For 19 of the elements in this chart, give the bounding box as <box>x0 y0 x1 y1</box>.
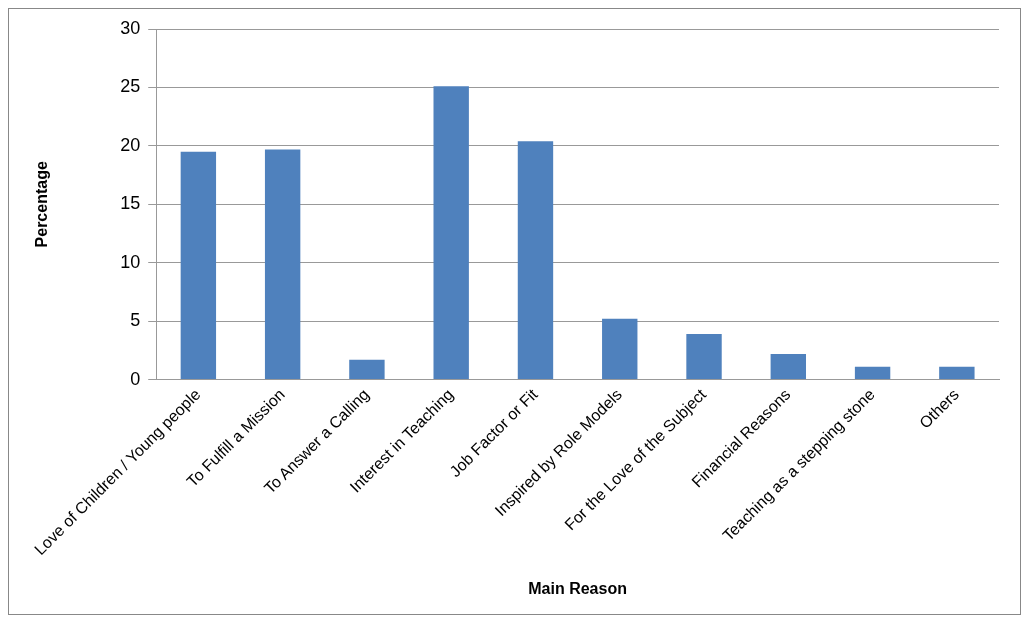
bar <box>602 318 638 380</box>
y-tick-label: 5 <box>130 310 141 331</box>
bar <box>349 359 385 380</box>
y-tick-label: 0 <box>130 368 141 389</box>
bar <box>433 86 469 380</box>
y-tick-label: 10 <box>120 251 141 272</box>
bar <box>180 151 217 380</box>
bar <box>770 353 806 380</box>
y-tick-label: 15 <box>120 193 141 214</box>
bar <box>854 366 891 380</box>
x-axis-title: Main Reason <box>528 579 627 597</box>
y-tick-label: 25 <box>120 76 141 97</box>
bar <box>686 334 722 380</box>
bar <box>517 141 554 380</box>
bar <box>264 149 301 380</box>
y-axis-title: Percentage <box>33 161 51 248</box>
y-tick-label: 20 <box>120 134 141 155</box>
bar <box>939 366 975 380</box>
y-tick-label: 30 <box>120 17 141 38</box>
